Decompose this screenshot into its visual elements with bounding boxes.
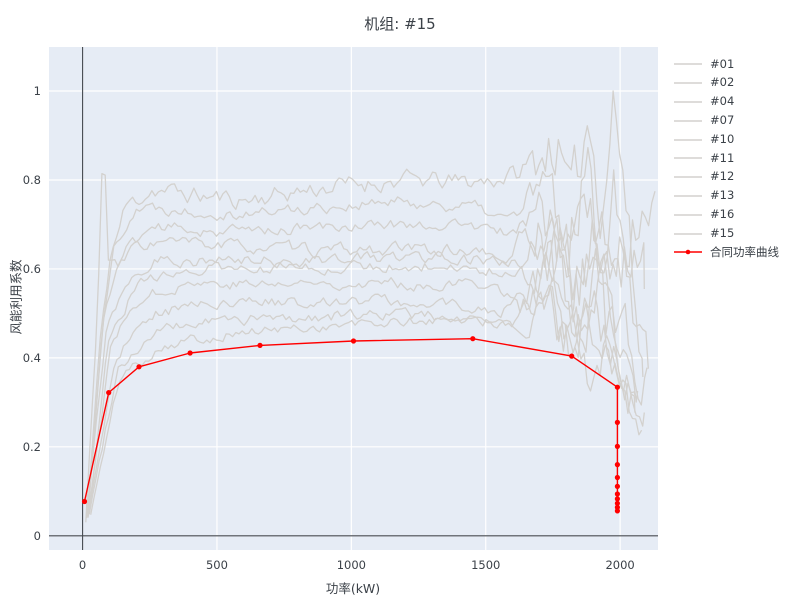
chart-title: 机组: #15 [364,15,436,33]
legend-line-swatch [674,195,702,197]
contract-curve-marker [614,483,621,489]
series-line-unit-07 [86,191,656,513]
legend-line-swatch [674,214,702,216]
legend-line-marker-swatch [674,250,702,255]
contract-curve-marker [106,390,112,396]
legend-item-13: #13 [674,187,779,206]
y-tick-label: 0.8 [23,173,41,187]
contract-curve-marker [136,364,142,370]
series-line-unit-12 [87,244,639,514]
legend-item-label: #07 [710,113,735,128]
contract-curve-marker [257,342,263,348]
x-axis-label: 功率(kW) [325,581,381,596]
y-tick-label: 0.2 [23,440,41,454]
series-line-unit-11 [88,217,636,511]
contract-curve-marker [614,474,621,481]
legend-line-swatch [674,63,702,66]
legend-line-swatch [674,82,702,84]
legend-item-label: #11 [710,150,735,165]
series-line-unit-10 [85,222,648,519]
series-group [81,90,656,523]
y-tick-label: 1 [34,84,41,98]
legend-item-label: #12 [710,169,735,184]
legend-line-swatch [674,232,702,235]
legend-item-label: #10 [710,131,735,146]
contract-curve-marker [187,350,193,356]
legend-item-12: #12 [674,168,779,187]
contract-curve-marker [614,504,621,510]
legend-item-label: #16 [710,207,735,222]
contract-curve-marker [614,496,621,502]
series-line-unit-01 [86,90,644,514]
contract-curve-marker [470,336,476,342]
legend-item-04: #04 [674,93,779,112]
plot-background [49,47,658,550]
y-tick-label: 0 [34,529,41,543]
legend-item-07: #07 [674,111,779,130]
series-line-unit-02 [87,146,649,518]
contract-curve-marker [614,500,621,506]
legend-item-11: #11 [674,149,779,168]
legend-item-label: #04 [710,94,735,109]
y-axis-label: 风能利用系数 [8,259,24,335]
x-tick-label: 500 [206,558,228,572]
series-line-unit-13 [87,270,645,518]
x-tick-label: 0 [79,558,86,572]
x-tick-label: 1500 [471,558,500,572]
legend-item-label: #15 [710,225,735,240]
contract-curve-marker [81,498,88,505]
series-line-unit-16 [88,285,636,515]
contract-curve-marker [614,419,621,425]
legend-line-swatch [674,176,702,178]
contract-curve-marker [614,491,621,497]
legend-item-合同功率曲线: 合同功率曲线 [674,243,779,262]
contract-curve-marker [614,462,621,468]
legend-item-label: 合同功率曲线 [710,244,779,259]
x-tick-label: 1000 [337,558,366,572]
legend-line-swatch [674,101,702,103]
legend-line-swatch [674,138,702,141]
contract-curve-marker [614,384,621,390]
legend-item-15: #15 [674,224,779,243]
legend-item-02: #02 [674,74,779,93]
legend-item-10: #10 [674,130,779,149]
y-tick-label: 0.4 [23,351,41,365]
legend-item-label: #13 [710,188,735,203]
series-line-unit-15 [90,278,643,515]
legend-item-01: #01 [674,55,779,74]
contract-curve-marker [614,443,621,449]
contract-curve-marker [569,353,575,359]
legend-item-label: #01 [710,56,735,71]
legend-line-swatch [674,157,702,160]
contract-curve-marker [350,338,357,344]
legend: #01 #02 #04 #07 #10 #11 #12 #13 #16 #15 合同功率曲线 [674,55,779,262]
contract-curve-marker [614,508,621,514]
legend-item-16: #16 [674,205,779,224]
legend-item-label: #02 [710,75,735,90]
legend-line-swatch [674,120,702,122]
y-tick-label: 0.6 [23,262,41,276]
x-tick-label: 2000 [605,558,634,572]
